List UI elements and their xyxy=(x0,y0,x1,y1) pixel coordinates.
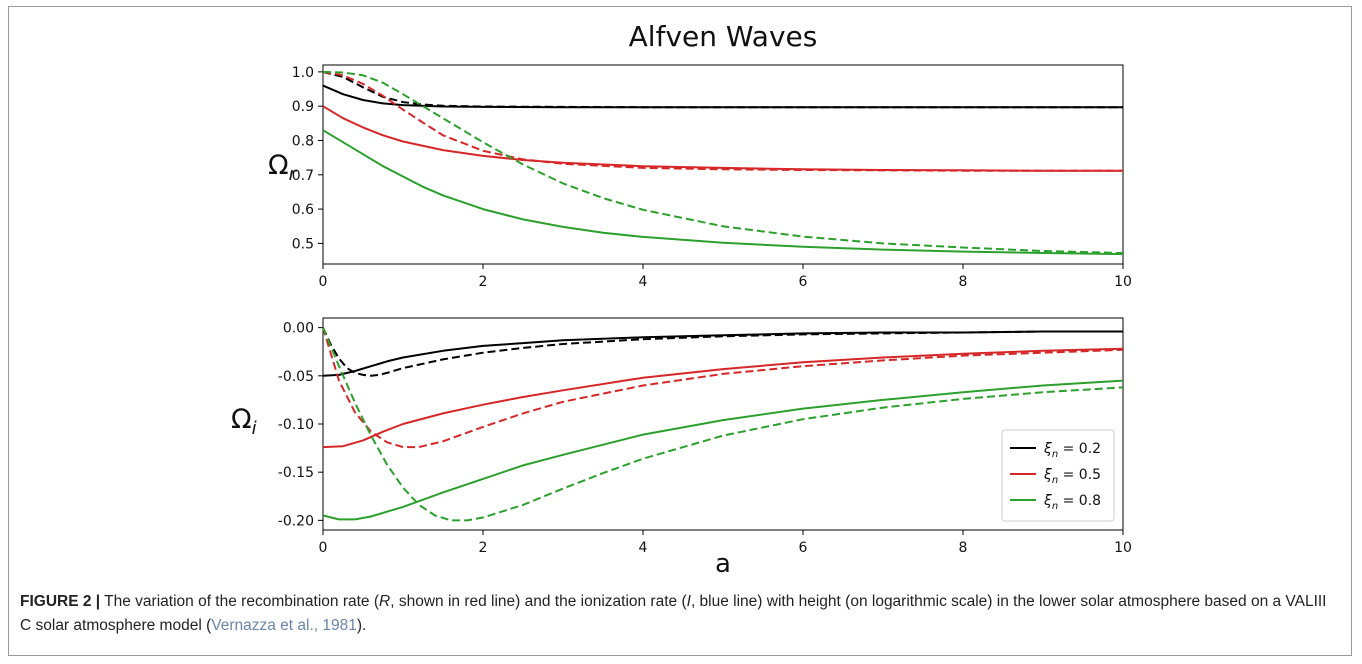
bottom-series-5-dashed xyxy=(322,327,1124,522)
legend-entry-label: ξn = 0.2 xyxy=(1043,441,1101,460)
top-x-tick-label: 0 xyxy=(319,274,328,290)
bottom-series-3-dashed xyxy=(322,327,1124,449)
caption-i-symbol: I xyxy=(686,593,691,610)
caption-text-middle: , shown in red line) and the ionization … xyxy=(390,593,687,610)
top-x-tick-label: 2 xyxy=(479,274,488,290)
bottom-panel: 0.00-0.05-0.10-0.15-0.20 0 2 4 6 8 10 Ωi a ξn… xyxy=(231,317,1132,579)
caption-text-end: ). xyxy=(356,617,367,634)
bottom-y-tick-label: -0.20 xyxy=(278,513,314,529)
legend-entry-label: ξn = 0.8 xyxy=(1043,493,1101,512)
legend: ξn = 0.2ξn = 0.5ξn = 0.8 xyxy=(1001,429,1115,522)
figure-frame xyxy=(8,6,1352,656)
top-y-tick-label: 0.5 xyxy=(292,236,314,252)
bottom-y-axis-label-sub: i xyxy=(252,418,257,439)
top-y-axis-label-main: Ω xyxy=(268,150,289,181)
bottom-x-axis: 0 2 4 6 8 10 xyxy=(319,530,1132,556)
bottom-y-axis-label: Ωi xyxy=(231,404,257,439)
top-y-tick-label: 0.8 xyxy=(292,133,314,149)
bottom-series-2-solid xyxy=(322,347,1124,449)
top-series-1-dashed xyxy=(322,70,1123,109)
top-series-2-solid xyxy=(322,105,1123,172)
legend-entry-value: = 0.5 xyxy=(1058,467,1101,483)
bottom-x-tick-label: 8 xyxy=(959,540,968,556)
bottom-x-tick-label: 6 xyxy=(799,540,808,556)
caption-citation-link[interactable]: Vernazza et al., 1981 xyxy=(211,617,357,634)
top-y-axis-label-sub: r xyxy=(289,164,298,185)
legend-entry-symbol: ξ xyxy=(1043,441,1052,457)
figure-caption: FIGURE 2 | The variation of the recombin… xyxy=(20,590,1330,638)
top-x-axis: 0 2 4 6 8 10 xyxy=(319,264,1132,290)
bottom-y-axis: 0.00 -0.05 -0.10 -0.15 -0.20 xyxy=(278,321,323,529)
legend-entry-subscript: n xyxy=(1052,501,1058,512)
bottom-x-tick-label: 2 xyxy=(479,540,488,556)
top-panel: 0.5 0.6 0.7 0.8 0.9 1.0 0 2 4 6 8 10 Ωr xyxy=(268,64,1132,290)
bottom-y-axis-label-main: Ω xyxy=(231,404,252,435)
caption-text-before: The variation of the recombination rate … xyxy=(100,593,380,610)
bottom-y-tick-label: -0.15 xyxy=(278,465,314,481)
bottom-x-tick-label: 10 xyxy=(1114,540,1132,556)
top-x-tick-label: 6 xyxy=(799,274,808,290)
legend-entry-subscript: n xyxy=(1052,475,1058,486)
caption-r-symbol: R xyxy=(379,593,391,610)
bottom-series-4-solid xyxy=(322,379,1124,521)
legend-entry-label: ξn = 0.5 xyxy=(1043,467,1101,486)
bottom-y-tick-label: 0.00 xyxy=(283,321,314,337)
caption-text-after: , blue line) with height (on logarithmic… xyxy=(20,593,1327,634)
legend-entry-value: = 0.8 xyxy=(1058,493,1101,509)
legend-entry-symbol: ξ xyxy=(1043,493,1052,509)
top-series-4-solid xyxy=(322,129,1124,256)
bottom-y-tick-label: -0.10 xyxy=(278,417,314,433)
top-x-tick-label: 10 xyxy=(1114,274,1132,290)
top-plot-frame xyxy=(322,64,1124,265)
top-series-0-solid xyxy=(322,84,1123,109)
caption-lead: FIGURE 2 | xyxy=(20,593,101,610)
top-y-tick-label: 0.6 xyxy=(292,202,314,218)
bottom-x-tick-label: 4 xyxy=(639,540,648,556)
legend-box xyxy=(1001,429,1115,522)
figure-canvas: Alfven Waves 0.5 0.6 0.7 0.8 0.9 1.0 0 2 4 6 8 10 … xyxy=(231,20,1132,579)
bottom-x-tick-label: 0 xyxy=(319,540,328,556)
bottom-x-axis-label: a xyxy=(715,549,731,579)
top-y-tick-label: 0.7 xyxy=(292,168,314,184)
legend-entry-value: = 0.2 xyxy=(1058,441,1101,457)
top-y-axis: 0.5 0.6 0.7 0.8 0.9 1.0 xyxy=(292,65,323,252)
top-x-tick-label: 4 xyxy=(639,274,648,290)
top-series-3-dashed xyxy=(322,70,1123,172)
bottom-series-group xyxy=(322,327,1124,522)
top-y-tick-label: 0.9 xyxy=(292,99,314,115)
legend-entry-subscript: n xyxy=(1052,449,1058,460)
bottom-y-tick-label: -0.05 xyxy=(278,369,314,385)
chart-title: Alfven Waves xyxy=(629,20,818,53)
bottom-series-1-dashed xyxy=(322,327,1123,377)
top-y-tick-label: 1.0 xyxy=(292,65,314,81)
top-y-axis-label: Ωr xyxy=(268,150,298,185)
top-series-group xyxy=(322,70,1124,256)
legend-entry-symbol: ξ xyxy=(1043,467,1052,483)
top-x-tick-label: 8 xyxy=(959,274,968,290)
top-series-5-dashed xyxy=(322,70,1124,254)
